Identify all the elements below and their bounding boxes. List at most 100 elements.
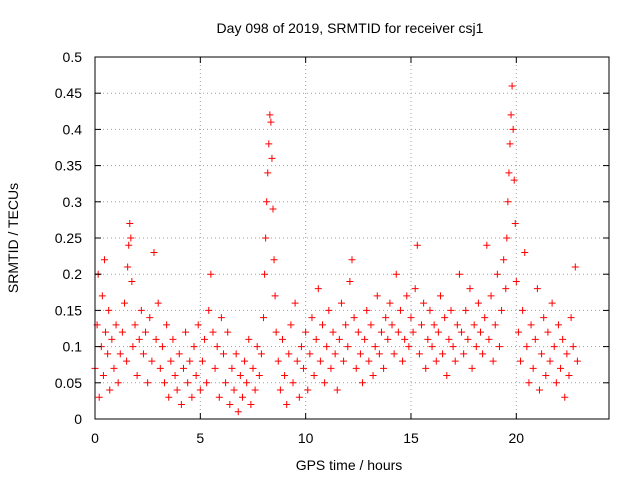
data-point — [236, 372, 244, 380]
data-point — [337, 299, 345, 307]
data-point — [146, 314, 154, 322]
data-point — [491, 321, 499, 329]
data-point — [156, 364, 164, 372]
y-tick-label: 0 — [74, 411, 82, 427]
data-point — [152, 335, 160, 343]
data-point — [550, 343, 558, 351]
data-point — [344, 343, 352, 351]
data-point — [493, 270, 501, 278]
data-point — [331, 350, 339, 358]
data-point — [470, 321, 478, 329]
data-point — [415, 350, 423, 358]
data-point — [268, 154, 276, 162]
data-point — [270, 256, 278, 264]
data-point — [327, 364, 335, 372]
x-axis-title: GPS time / hours — [296, 457, 403, 473]
chart-title: Day 098 of 2019, SRMTID for receiver csj… — [217, 20, 484, 36]
data-point — [342, 321, 350, 329]
data-point — [126, 220, 134, 228]
data-point — [487, 292, 495, 300]
data-point — [439, 350, 447, 358]
data-point — [224, 328, 232, 336]
data-point — [207, 270, 215, 278]
data-point — [114, 379, 122, 387]
data-point — [283, 401, 291, 409]
data-point — [447, 306, 455, 314]
data-point — [192, 372, 200, 380]
data-point — [163, 321, 171, 329]
data-point — [445, 335, 453, 343]
data-point — [529, 364, 537, 372]
data-point — [401, 335, 409, 343]
data-point — [148, 357, 156, 365]
data-point — [251, 386, 259, 394]
data-point — [118, 328, 126, 336]
grid — [95, 57, 609, 419]
data-point — [289, 379, 297, 387]
data-point — [443, 372, 451, 380]
data-point — [527, 321, 535, 329]
data-point — [359, 379, 367, 387]
x-tick-label: 5 — [196, 430, 204, 446]
data-point — [287, 321, 295, 329]
data-point — [557, 364, 565, 372]
data-point — [131, 321, 139, 329]
x-tick-label: 10 — [298, 430, 314, 446]
data-point — [129, 343, 137, 351]
data-point — [165, 393, 173, 401]
data-point — [481, 314, 489, 322]
data-point — [495, 343, 503, 351]
data-point — [306, 350, 314, 358]
data-point — [266, 111, 274, 119]
data-point — [171, 372, 179, 380]
data-point — [413, 241, 421, 249]
data-point — [428, 343, 436, 351]
data-point — [125, 241, 133, 249]
data-point — [100, 256, 108, 264]
data-point — [436, 292, 444, 300]
data-point — [505, 169, 513, 177]
data-point — [394, 328, 402, 336]
data-point — [485, 335, 493, 343]
data-point — [255, 372, 263, 380]
data-point — [260, 314, 268, 322]
data-point — [565, 372, 573, 380]
data-point — [173, 386, 181, 394]
data-point — [112, 321, 120, 329]
data-point — [188, 393, 196, 401]
data-point — [375, 350, 383, 358]
data-point — [135, 335, 143, 343]
data-point — [552, 379, 560, 387]
data-point — [230, 386, 238, 394]
data-point — [396, 306, 404, 314]
y-tick-label: 0.5 — [63, 49, 83, 65]
data-point — [276, 386, 284, 394]
data-point — [548, 299, 556, 307]
data-point — [274, 357, 282, 365]
data-point — [203, 379, 211, 387]
data-point — [426, 306, 434, 314]
data-point — [308, 314, 316, 322]
data-point — [511, 220, 519, 228]
data-point — [209, 328, 217, 336]
data-point — [169, 335, 177, 343]
data-point — [386, 299, 394, 307]
data-point — [228, 364, 236, 372]
data-point — [261, 270, 269, 278]
y-tick-label: 0.15 — [55, 302, 82, 318]
data-point — [295, 393, 303, 401]
data-point — [519, 306, 527, 314]
data-point — [418, 321, 426, 329]
data-point — [278, 335, 286, 343]
data-point — [297, 343, 305, 351]
data-point — [538, 350, 546, 358]
data-point — [333, 386, 341, 394]
data-point — [462, 306, 470, 314]
data-point — [213, 343, 221, 351]
data-point — [127, 234, 135, 242]
data-point — [300, 364, 308, 372]
data-point — [407, 314, 415, 322]
data-point — [323, 343, 331, 351]
data-point — [116, 350, 124, 358]
data-point — [498, 306, 506, 314]
